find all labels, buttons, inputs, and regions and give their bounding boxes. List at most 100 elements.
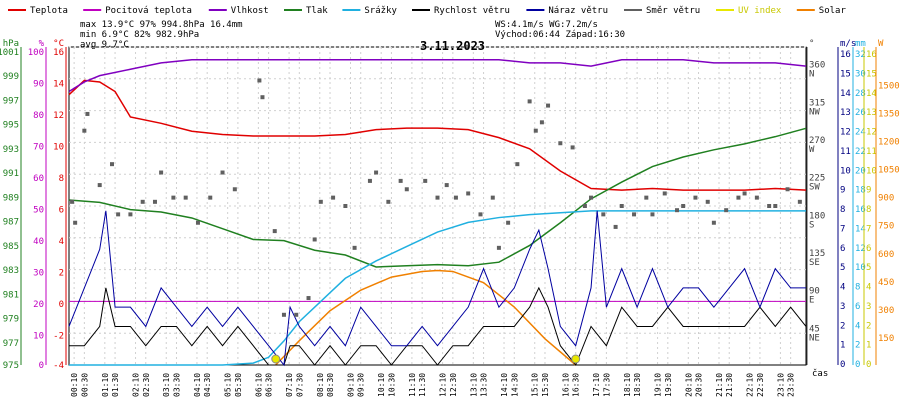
- axis-tick-rain: 24: [855, 128, 866, 138]
- series-line-Teplota: [68, 79, 807, 191]
- x-tick-label: 11:30: [418, 373, 427, 397]
- axis-tick-uv: 7: [866, 224, 871, 234]
- axis-tick-direction: SW: [809, 183, 820, 193]
- wind-direction-point: [386, 199, 391, 204]
- x-tick-label: 01:10: [101, 373, 110, 397]
- axis-tick-pressure: 979: [3, 315, 19, 325]
- axis-tick-uv: 4: [866, 283, 871, 293]
- axis-tick-direction: 360: [809, 61, 825, 71]
- axis-tick-humidity: 10: [33, 332, 44, 342]
- x-tick-label: 03:30: [172, 373, 181, 397]
- wind-direction-point: [478, 212, 483, 217]
- x-tick-label: 01:30: [111, 373, 120, 397]
- x-tick-label: 11:10: [408, 373, 417, 397]
- axis-header-temperature: °C: [53, 39, 64, 49]
- axis-tick-temperature: -4: [53, 361, 64, 371]
- x-tick-label: 16:30: [572, 373, 581, 397]
- legend-label: UV index: [738, 6, 782, 16]
- wind-direction-point: [533, 128, 538, 133]
- axis-tick-rain: 16: [855, 205, 866, 215]
- wind-direction-point: [152, 199, 157, 204]
- axis-tick-solar: 300: [878, 306, 894, 316]
- axis-tick-direction: 45: [809, 324, 820, 334]
- axis-tick-pressure: 977: [3, 339, 19, 349]
- axis-tick-uv: 9: [866, 186, 871, 196]
- axis-tick-wind: 6: [840, 244, 845, 254]
- axis-tick-wind: 9: [840, 186, 845, 196]
- x-tick-label: 08:30: [326, 373, 335, 397]
- x-tick-label: 10:10: [377, 373, 386, 397]
- axis-tick-temperature: 10: [53, 143, 64, 153]
- x-tick-label: 07:10: [285, 373, 294, 397]
- wind-direction-point: [785, 187, 790, 192]
- sunrise-marker: [271, 354, 281, 364]
- axis-tick-pressure: 987: [3, 218, 19, 228]
- axis-tick-rain: 26: [855, 108, 866, 118]
- axis-tick-temperature: 4: [59, 237, 64, 247]
- x-tick-label: 22:10: [746, 373, 755, 397]
- axis-tick-solar: 150: [878, 334, 894, 344]
- axis-tick-pressure: 999: [3, 72, 19, 82]
- wind-direction-point: [546, 103, 551, 108]
- axis-tick-humidity: 40: [33, 237, 44, 247]
- axis-tick-uv: 11: [866, 147, 877, 157]
- wind-direction-point: [435, 195, 440, 200]
- wind-direction-point: [374, 170, 379, 175]
- axis-tick-solar: 1500: [878, 81, 900, 91]
- axis-tick-direction: 135: [809, 249, 825, 259]
- x-tick-label: 21:30: [725, 373, 734, 397]
- wind-direction-point: [128, 212, 133, 217]
- x-tick-label: 16:10: [561, 373, 570, 397]
- axis-tick-humidity: 0: [39, 361, 44, 371]
- axis-tick-direction: 90: [809, 287, 820, 297]
- wind-direction-point: [109, 162, 114, 167]
- axis-tick-wind: 2: [840, 321, 845, 331]
- axis-tick-rain: 30: [855, 69, 866, 79]
- series-line-Náraz-větru: [68, 210, 806, 367]
- wind-direction-point: [444, 183, 449, 188]
- axis-header-wind: m/s: [840, 39, 856, 49]
- axis-tick-pressure: 983: [3, 266, 19, 276]
- x-tick-label: 23:30: [787, 373, 796, 397]
- x-tick-label: 07:30: [295, 373, 304, 397]
- legend-label: Tlak: [306, 6, 328, 16]
- axis-tick-wind: 12: [840, 128, 851, 138]
- wind-direction-point: [159, 170, 164, 175]
- axis-tick-uv: 15: [866, 69, 877, 79]
- wind-direction-point: [257, 78, 262, 83]
- axis-tick-uv: 12: [866, 128, 877, 138]
- wind-direction-point: [220, 170, 225, 175]
- wind-direction-point: [97, 183, 102, 188]
- x-axis-label: čas: [812, 368, 828, 379]
- axis-tick-direction: NW: [809, 107, 820, 117]
- axis-header-pressure: hPa: [3, 39, 19, 49]
- chart-title: 3.11.2023: [420, 39, 485, 53]
- x-tick-label: 02:30: [142, 373, 151, 397]
- x-tick-label: 00:30: [80, 373, 89, 397]
- axis-tick-uv: 16: [866, 50, 877, 60]
- wind-direction-point: [711, 220, 716, 225]
- wind-direction-point: [675, 208, 680, 213]
- axis-tick-uv: 14: [866, 89, 877, 99]
- axis-tick-rain: 22: [855, 147, 866, 157]
- x-tick-label: 04:10: [193, 373, 202, 397]
- wind-direction-point: [681, 204, 686, 208]
- axis-tick-direction: E: [809, 296, 814, 306]
- wind-direction-point: [767, 204, 772, 208]
- axis-tick-rain: 0: [855, 360, 860, 370]
- wind-direction-point: [331, 195, 336, 200]
- wind-direction-point: [398, 178, 403, 183]
- x-tick-label: 14:10: [500, 373, 509, 397]
- wind-direction-point: [306, 296, 311, 301]
- legend-label: Náraz větru: [548, 6, 608, 16]
- wind-direction-point: [632, 212, 637, 217]
- series-line-solar: [275, 269, 577, 366]
- axis-tick-uv: 10: [866, 166, 877, 176]
- wind-direction-point: [797, 199, 802, 204]
- wind-direction-point: [736, 195, 741, 200]
- x-tick-label: 10:30: [387, 373, 396, 397]
- wind-direction-point: [515, 162, 520, 167]
- axis-tick-humidity: 30: [33, 269, 44, 279]
- axis-tick-wind: 5: [840, 263, 845, 273]
